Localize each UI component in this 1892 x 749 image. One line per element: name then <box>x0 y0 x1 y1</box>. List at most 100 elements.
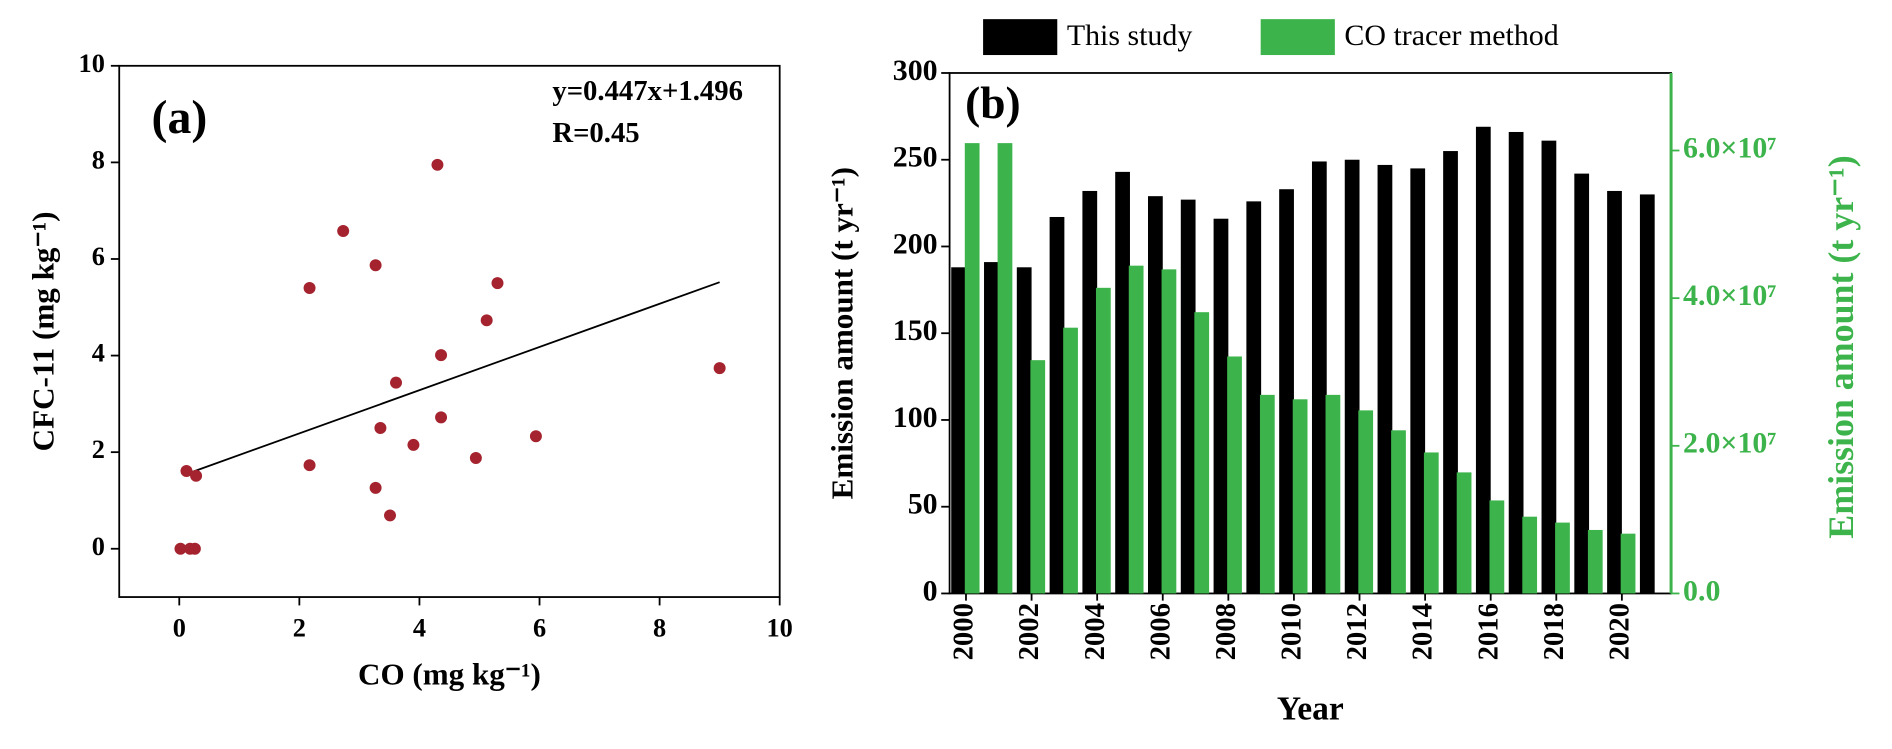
annotation: y=0.447x+1.496 <box>552 75 743 107</box>
point <box>303 459 316 472</box>
bar <box>1620 533 1636 594</box>
bar <box>1522 516 1538 594</box>
bar <box>1325 394 1341 594</box>
bar <box>1358 410 1374 594</box>
bar <box>1443 151 1458 594</box>
bar <box>1607 190 1622 594</box>
x-tick-label: 0 <box>173 614 186 643</box>
y-tick-label: 8 <box>92 145 105 174</box>
point <box>174 542 187 555</box>
y2-tick-label: 2.0×10⁷ <box>1683 427 1776 460</box>
annotation: R=0.45 <box>552 117 639 149</box>
bar <box>1456 472 1472 594</box>
x-tick-label: 2014 <box>1407 603 1439 660</box>
point <box>435 349 448 362</box>
y2-tick-label: 6.0×10⁷ <box>1683 131 1776 164</box>
x-tick-label: 2018 <box>1538 603 1570 660</box>
y-tick-label: 0 <box>923 574 938 607</box>
y2-tick-label: 4.0×10⁷ <box>1683 279 1776 312</box>
plot-frame <box>118 64 781 598</box>
bar <box>1227 356 1242 594</box>
x-tick-label: 2006 <box>1144 603 1176 660</box>
point <box>188 542 201 555</box>
bar <box>1180 199 1196 594</box>
bar <box>1574 173 1590 594</box>
bar <box>1292 399 1308 594</box>
bar <box>1259 394 1275 594</box>
bar <box>1311 161 1327 594</box>
bar <box>1082 190 1098 594</box>
x-tick-label: 2008 <box>1210 603 1242 660</box>
bar <box>1115 171 1130 594</box>
point <box>431 158 444 171</box>
x-tick-label: 2016 <box>1472 603 1504 660</box>
y-tick-label: 0 <box>92 532 105 561</box>
point <box>374 422 387 434</box>
panel-label: (b) <box>965 77 1021 128</box>
bar <box>1410 168 1426 594</box>
point <box>491 277 504 290</box>
point <box>337 224 350 237</box>
bar <box>1147 196 1163 594</box>
x-tick-label: 4 <box>413 614 426 643</box>
bar <box>1213 218 1229 594</box>
y-axis-label: CFC-11 (mg kg⁻¹) <box>25 211 60 451</box>
point <box>407 438 420 451</box>
bar <box>1377 164 1393 594</box>
point <box>180 465 193 477</box>
bar <box>1508 131 1524 594</box>
x-tick-label: 2010 <box>1276 603 1308 660</box>
point <box>190 469 203 482</box>
bar <box>1489 500 1505 594</box>
point <box>713 362 726 375</box>
point <box>369 259 382 272</box>
bar <box>1639 194 1655 594</box>
legend-swatch <box>1260 19 1335 56</box>
point <box>369 481 382 494</box>
x-tick-label: 6 <box>533 614 546 643</box>
point <box>529 430 542 443</box>
bar <box>1049 216 1065 594</box>
y-tick-label: 250 <box>893 141 938 174</box>
x-axis-label: Year <box>1277 691 1344 728</box>
bar <box>1128 265 1144 594</box>
point <box>469 451 482 464</box>
bar <box>997 143 1013 594</box>
point <box>390 376 403 389</box>
bar <box>1423 452 1439 594</box>
y-axis-label: Emission amount (t yr⁻¹) <box>825 167 860 499</box>
bar <box>1555 522 1570 594</box>
y2-axis-label: Emission amount (t yr⁻¹) <box>1821 155 1861 538</box>
bar <box>1391 430 1406 594</box>
point <box>435 411 448 424</box>
point <box>480 314 493 327</box>
x-tick-label: 2020 <box>1603 603 1635 660</box>
y-tick-label: 10 <box>79 49 105 78</box>
bar <box>964 143 980 594</box>
bar <box>1587 529 1603 594</box>
bar <box>1161 269 1177 594</box>
x-tick-label: 2 <box>293 614 306 643</box>
bar <box>1475 126 1491 594</box>
bar <box>1279 189 1294 594</box>
bar <box>1030 360 1046 594</box>
bar <box>1016 267 1032 594</box>
point <box>384 509 396 522</box>
y-tick-label: 4 <box>92 339 105 368</box>
y-tick-label: 6 <box>92 242 105 271</box>
legend-label: This study <box>1067 19 1192 52</box>
x-tick-label: 2002 <box>1013 603 1045 660</box>
bar <box>951 267 966 594</box>
x-axis-label: CO (mg kg⁻¹) <box>358 656 541 691</box>
legend-swatch <box>983 19 1058 56</box>
bar <box>1194 312 1210 594</box>
y-tick-label: 300 <box>893 54 938 87</box>
x-tick-label: 2012 <box>1341 603 1373 660</box>
x-tick-label: 2000 <box>948 603 980 660</box>
y-tick-label: 2 <box>92 435 105 464</box>
y-tick-label: 200 <box>893 227 938 260</box>
y2-tick-label: 0.0 <box>1683 574 1720 607</box>
bar <box>1246 201 1262 594</box>
y-tick-label: 100 <box>893 401 938 434</box>
